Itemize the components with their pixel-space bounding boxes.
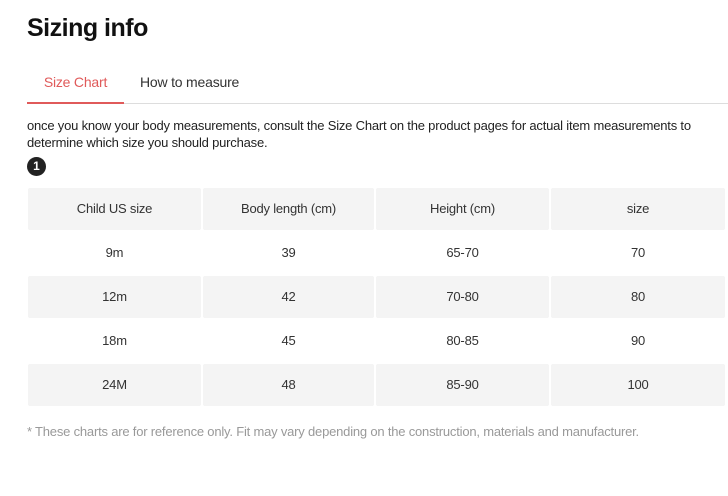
table-cell: 18m: [102, 333, 127, 348]
header-cell: size: [551, 188, 725, 230]
header-cell: Child US size: [28, 188, 201, 230]
table-cell: 24M: [28, 364, 201, 406]
header-cell: Height (cm): [376, 188, 549, 230]
table-header-row: Child US size Body length (cm) Height (c…: [28, 188, 727, 230]
table-cell: 80: [551, 276, 725, 318]
table-cell: 70: [630, 245, 646, 260]
table-cell: 65-70: [446, 245, 479, 260]
table-cell: 70-80: [376, 276, 549, 318]
table-cell: 42: [203, 276, 374, 318]
step-number-badge: 1: [27, 157, 46, 176]
page-title: Sizing info: [27, 14, 148, 42]
table-row: 12m 42 70-80 80: [28, 276, 727, 318]
table-cell: 48: [203, 364, 374, 406]
table-cell: 80-85: [446, 333, 479, 348]
table-row: 18m 45 80-85 90: [28, 320, 727, 362]
table-row: 24M 48 85-90 100: [28, 364, 727, 406]
table-cell: 9m: [105, 245, 124, 260]
table-cell: 100: [551, 364, 725, 406]
tab-how-to-measure[interactable]: How to measure: [140, 74, 240, 90]
size-table: Child US size Body length (cm) Height (c…: [28, 188, 727, 408]
table-cell: 85-90: [376, 364, 549, 406]
table-cell: 12m: [28, 276, 201, 318]
tab-bar: Size Chart How to measure: [27, 70, 728, 104]
tab-size-chart[interactable]: Size Chart: [27, 74, 124, 104]
description-text: once you know your body measurements, co…: [27, 118, 691, 150]
table-row: 9m 39 65-70 70: [28, 232, 727, 274]
footnote: * These charts are for reference only. F…: [27, 424, 639, 439]
table-cell: 90: [630, 333, 646, 348]
table-cell: 45: [281, 333, 296, 348]
header-cell: Body length (cm): [203, 188, 374, 230]
table-cell: 39: [281, 245, 296, 260]
